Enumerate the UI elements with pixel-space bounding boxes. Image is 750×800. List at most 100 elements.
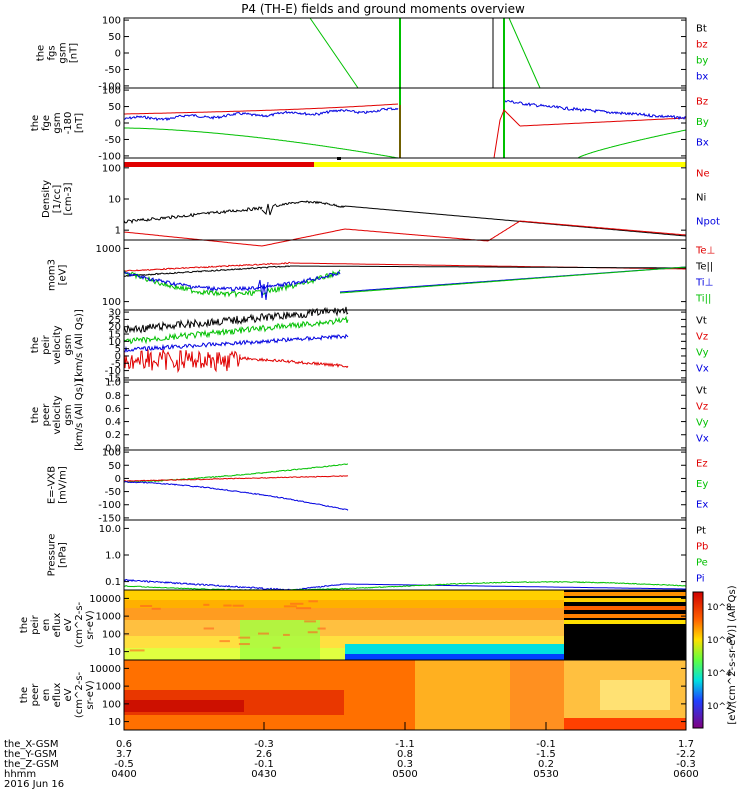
legend-fge: By (696, 117, 709, 128)
spectrogram-peer-band (564, 718, 686, 730)
footer-value: 0430 (251, 769, 276, 780)
y-axis-label-peer_eflux: eV (63, 688, 74, 701)
y-axis-label-peer_vel: gsm (63, 404, 74, 425)
spectrogram-peir-speck (140, 604, 153, 607)
legend-pressure: Pt (696, 526, 706, 537)
footer-value: 0.3 (397, 759, 413, 770)
y-tick-label-efield: 0 (115, 474, 121, 485)
y-tick-label-peir_vel: -10 (105, 366, 121, 377)
y-tick-label-density: 1 (115, 226, 121, 237)
series-pi (345, 583, 686, 590)
footer-value: 0.2 (538, 759, 554, 770)
series-vt (124, 306, 349, 334)
y-axis-label-peir_eflux: sr-eV) (85, 610, 96, 639)
y-tick-label-temp: 1000 (96, 244, 121, 255)
y-axis-label-fge: gsm (52, 112, 63, 133)
y-tick-label-efield: 100 (102, 448, 121, 459)
series-vy (124, 315, 349, 345)
y-tick-label-peer_eflux: 1000 (96, 682, 121, 693)
series-by-fge (577, 129, 686, 159)
y-tick-label-peir_vel: 10 (108, 337, 121, 348)
y-axis-label-peir_eflux: eV (63, 618, 74, 631)
panel-frame-efield (123, 449, 687, 521)
spectrogram-peir-speck (151, 607, 161, 610)
spectrogram-peir-speck (223, 604, 232, 607)
series-ni (124, 206, 263, 225)
colorbar-tick: 10^2 (707, 702, 732, 712)
y-tick-label-peer_vel: 0.6 (105, 404, 121, 415)
series-by-fgs (508, 18, 541, 89)
y-tick-label-peir_vel: -15 (105, 373, 121, 384)
spectrogram-peir-speck (304, 620, 316, 623)
y-axis-label-peir_vel: peir (41, 334, 52, 354)
y-tick-label-peir_vel: 25 (108, 315, 121, 326)
series-pe (124, 581, 686, 591)
footer-value: -0.3 (676, 759, 696, 770)
spectrogram-peer-band (124, 700, 244, 712)
footer-value: -0.3 (254, 739, 274, 750)
footer-label: the_Z-GSM (4, 759, 59, 770)
series-by-fgs (309, 18, 359, 89)
y-axis-label-peer_eflux: eflux (52, 683, 63, 708)
spectrogram-peir-speck (258, 632, 269, 635)
panel-frame-fge (123, 87, 687, 159)
legend-temp: Ti⊥ (695, 277, 713, 288)
spectrogram-peir-speck (307, 631, 318, 634)
legend-fge: Bx (696, 138, 709, 149)
footer-value: 2.6 (256, 749, 272, 760)
series-ne (344, 228, 489, 242)
y-tick-label-fgs: 100 (102, 16, 121, 27)
legend-fgs: Bt (696, 24, 707, 35)
legend-peer_vel: Vz (696, 401, 708, 412)
y-axis-label-efield: [mV/m] (58, 466, 69, 504)
colorbar-label: [eV/(cm^2-s-sr-eV)] (All Qs) (727, 585, 738, 724)
y-axis-label-temp: [eV] (58, 265, 69, 286)
y-tick-label-fgs: -50 (105, 65, 121, 76)
y-tick-label-efield: -100 (98, 500, 121, 511)
legend-peir_vel: Vz (696, 331, 708, 342)
y-tick-label-peir_vel: -5 (111, 359, 121, 370)
y-tick-label-fge: 50 (108, 102, 121, 113)
y-tick-label-peer_vel: 1.0 (105, 378, 121, 389)
y-axis-label-fgs: [nT] (69, 43, 80, 63)
y-axis-label-fge: [nT] (74, 113, 85, 133)
y-axis-label-fgs: the (36, 45, 47, 61)
y-axis-label-efield: E=-VXB (47, 466, 58, 504)
legend-fgs: bx (696, 71, 708, 82)
series-ne (124, 231, 263, 247)
y-tick-label-peer_vel: 0.2 (105, 430, 121, 441)
series-tiperp (124, 270, 341, 292)
mode-bar-fast (314, 162, 686, 167)
mode-bar-slow (124, 162, 314, 167)
legend-pressure: Pe (696, 557, 708, 568)
y-axis-label-peer_vel: peer (41, 403, 52, 427)
legend-density: Ne (696, 168, 710, 179)
colorbar (692, 591, 704, 729)
y-axis-label-pressure: Pressure (47, 534, 58, 577)
y-axis-label-peir_eflux: eflux (52, 613, 63, 638)
legend-temp: Te⊥ (695, 246, 715, 257)
spectrogram-peir-band (124, 620, 564, 636)
y-axis-label-peir_vel: [km/s (All Qs)] (74, 309, 85, 381)
legend-fge: Bz (696, 96, 708, 107)
y-tick-label-peir_vel: 30 (108, 308, 121, 319)
series-ni (275, 200, 346, 209)
y-axis-label-peer_eflux: en (41, 689, 52, 702)
series-tipar (339, 266, 686, 294)
y-axis-label-density: Density (41, 180, 52, 218)
legend-density: Npot (696, 217, 720, 228)
y-tick-label-fgs: -100 (98, 81, 121, 92)
chart-title: P4 (TH-E) fields and ground moments over… (241, 2, 525, 16)
y-tick-label-fgs: 50 (108, 32, 121, 43)
legend-peir_vel: Vx (696, 363, 709, 374)
series-bz-fge (520, 117, 686, 127)
y-tick-label-peir_eflux: 100 (102, 629, 121, 640)
y-axis-label-peer_eflux: sr-eV) (85, 680, 96, 709)
y-tick-label-peir_vel: 0 (115, 351, 121, 362)
footer-value: 0530 (533, 769, 558, 780)
footer-value: -0.5 (114, 759, 134, 770)
spectrogram-peir-stripe (564, 606, 686, 610)
series-tiperp (257, 279, 269, 301)
y-tick-label-efield: -150 (98, 513, 121, 524)
